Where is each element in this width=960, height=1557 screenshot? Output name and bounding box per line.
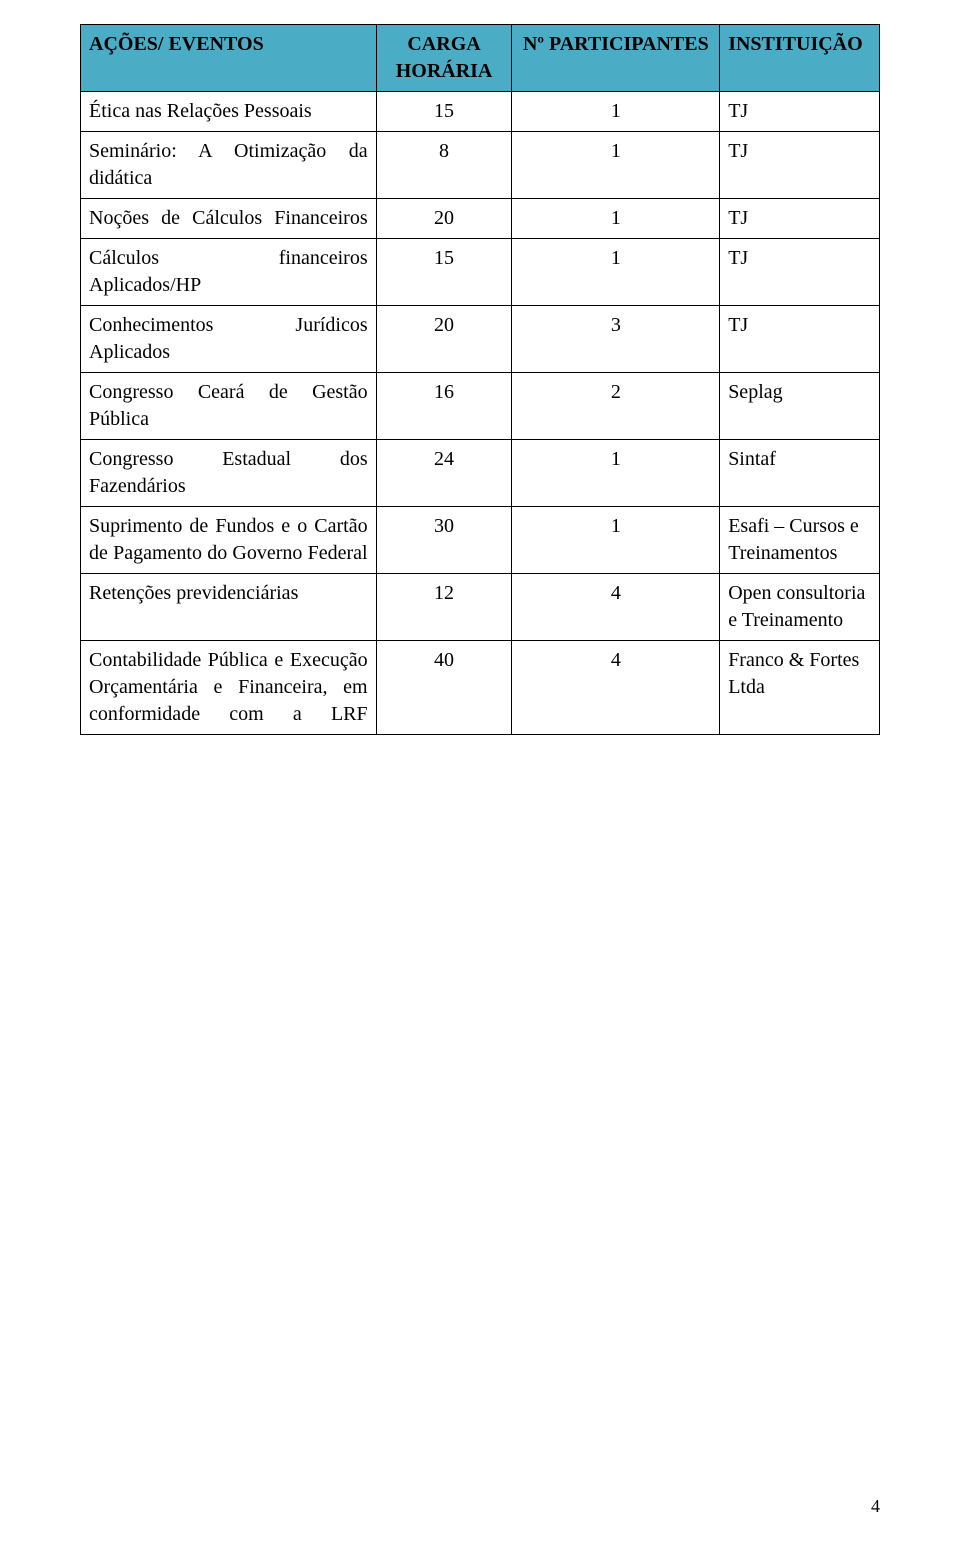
cell-carga: 8	[376, 132, 512, 199]
cell-participantes: 1	[512, 92, 720, 132]
table-row: Ética nas Relações Pessoais151TJ	[81, 92, 880, 132]
table-row: Noções de Cálculos Financeiros201TJ	[81, 199, 880, 239]
cell-instituicao: TJ	[720, 239, 880, 306]
cell-participantes: 3	[512, 306, 720, 373]
cell-participantes: 2	[512, 373, 720, 440]
cell-participantes: 1	[512, 199, 720, 239]
cell-acao: Contabilidade Pública e Execução Orçamen…	[81, 641, 377, 735]
col-header-acoes: AÇÕES/ EVENTOS	[81, 25, 377, 92]
cell-carga: 20	[376, 306, 512, 373]
cell-instituicao: Seplag	[720, 373, 880, 440]
table-row: Congresso Estadual dos Fazendários241Sin…	[81, 440, 880, 507]
cell-instituicao: TJ	[720, 199, 880, 239]
cell-acao: Cálculos financeiros Aplicados/HP	[81, 239, 377, 306]
col-header-carga: CARGA HORÁRIA	[376, 25, 512, 92]
cell-instituicao: Sintaf	[720, 440, 880, 507]
table-row: Congresso Ceará de Gestão Pública162Sepl…	[81, 373, 880, 440]
table-row: Retenções previdenciárias124Open consult…	[81, 574, 880, 641]
cell-acao: Seminário: A Otimização da didática	[81, 132, 377, 199]
table-header-row: AÇÕES/ EVENTOS CARGA HORÁRIA Nº PARTICIP…	[81, 25, 880, 92]
table-row: Contabilidade Pública e Execução Orçamen…	[81, 641, 880, 735]
col-header-participantes: Nº PARTICIPANTES	[512, 25, 720, 92]
cell-carga: 12	[376, 574, 512, 641]
table-row: Conhecimentos Jurídicos Aplicados203TJ	[81, 306, 880, 373]
cell-instituicao: Open consultoria e Treinamento	[720, 574, 880, 641]
table-body: Ética nas Relações Pessoais151TJSeminári…	[81, 92, 880, 735]
cell-carga: 15	[376, 239, 512, 306]
cell-acao: Conhecimentos Jurídicos Aplicados	[81, 306, 377, 373]
cell-acao: Retenções previdenciárias	[81, 574, 377, 641]
cell-participantes: 1	[512, 132, 720, 199]
cell-instituicao: TJ	[720, 92, 880, 132]
cell-carga: 30	[376, 507, 512, 574]
cell-participantes: 4	[512, 641, 720, 735]
cell-instituicao: TJ	[720, 132, 880, 199]
cell-acao: Suprimento de Fundos e o Cartão de Pagam…	[81, 507, 377, 574]
cell-carga: 40	[376, 641, 512, 735]
cell-acao: Ética nas Relações Pessoais	[81, 92, 377, 132]
cell-carga: 16	[376, 373, 512, 440]
cell-participantes: 1	[512, 239, 720, 306]
cell-instituicao: TJ	[720, 306, 880, 373]
cell-instituicao: Franco & Fortes Ltda	[720, 641, 880, 735]
cell-participantes: 1	[512, 440, 720, 507]
col-header-instituicao: INSTITUIÇÃO	[720, 25, 880, 92]
cell-acao: Noções de Cálculos Financeiros	[81, 199, 377, 239]
cell-carga: 20	[376, 199, 512, 239]
cell-instituicao: Esafi – Cursos e Treinamentos	[720, 507, 880, 574]
cell-participantes: 1	[512, 507, 720, 574]
cell-acao: Congresso Estadual dos Fazendários	[81, 440, 377, 507]
cell-participantes: 4	[512, 574, 720, 641]
training-table: AÇÕES/ EVENTOS CARGA HORÁRIA Nº PARTICIP…	[80, 24, 880, 735]
cell-carga: 24	[376, 440, 512, 507]
table-row: Cálculos financeiros Aplicados/HP151TJ	[81, 239, 880, 306]
table-row: Suprimento de Fundos e o Cartão de Pagam…	[81, 507, 880, 574]
cell-acao: Congresso Ceará de Gestão Pública	[81, 373, 377, 440]
cell-carga: 15	[376, 92, 512, 132]
page-number: 4	[871, 1496, 880, 1517]
table-row: Seminário: A Otimização da didática81TJ	[81, 132, 880, 199]
